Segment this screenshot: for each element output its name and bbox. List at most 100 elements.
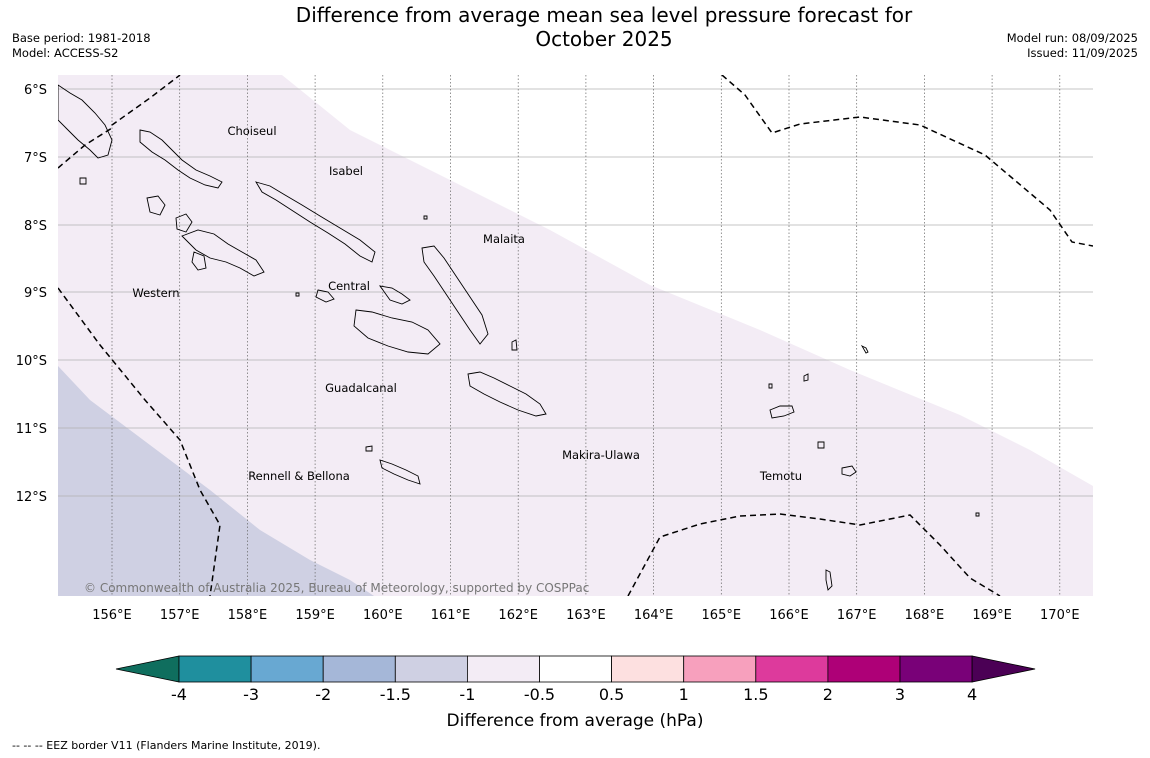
lon-label: 161°E — [431, 608, 471, 623]
region-labels: Choiseul Isabel Malaita Western Central Guada… — [132, 124, 802, 483]
eez-borders — [58, 75, 1093, 596]
lon-label: 159°E — [295, 608, 335, 623]
colorbar-tick-label: -2 — [315, 685, 331, 704]
lon-label: 165°E — [702, 608, 742, 623]
colorbar-segment — [755, 655, 829, 683]
lat-label: 7°S — [24, 151, 47, 166]
island-duff — [860, 344, 869, 354]
island-guadalcanal — [353, 309, 441, 355]
island-vella-lavella — [146, 195, 166, 216]
coastlines — [58, 84, 980, 591]
island-isabel — [255, 181, 376, 263]
colorbar-extend-low — [115, 655, 180, 683]
island-bellona — [365, 445, 373, 452]
lon-label: 156°E — [92, 608, 132, 623]
island-russell — [315, 289, 335, 303]
region-label: Central — [328, 279, 370, 293]
lat-label: 11°S — [16, 422, 47, 437]
lon-label: 164°E — [634, 608, 674, 623]
lon-label: 157°E — [160, 608, 200, 623]
colorbar-segment — [899, 655, 973, 683]
lon-label: 162°E — [498, 608, 538, 623]
colorbar-tick-label: -0.5 — [524, 685, 555, 704]
colorbar-segment — [683, 655, 757, 683]
colorbar-segment — [394, 655, 468, 683]
lon-label: 168°E — [905, 608, 945, 623]
colorbar-segment — [322, 655, 396, 683]
lon-label: 160°E — [363, 608, 403, 623]
model-run: Model run: 08/09/2025 — [1006, 31, 1138, 45]
colorbar-title: Difference from average (hPa) — [447, 711, 704, 731]
lon-label: 158°E — [228, 608, 268, 623]
lon-label: 170°E — [1040, 608, 1080, 623]
colorbar-tick-label: -1 — [459, 685, 475, 704]
island-small-4 — [768, 383, 773, 389]
lat-label: 9°S — [24, 286, 47, 301]
colorbar-segment — [827, 655, 901, 683]
island-reef-islands — [803, 373, 809, 382]
meta-right: Model run: 08/09/2025 Issued: 11/09/2025 — [1007, 31, 1138, 61]
lon-label: 167°E — [837, 608, 877, 623]
model-name: Model: ACCESS-S2 — [12, 46, 119, 60]
island-small-2 — [423, 215, 428, 220]
issued-date: Issued: 11/09/2025 — [1027, 46, 1138, 60]
region-label: Makira-Ulawa — [562, 448, 640, 462]
longitude-labels: 156°E 157°E 158°E 159°E 160°E 161°E 162°E 163°E… — [92, 608, 1079, 623]
meta-left: Base period: 1981-2018 Model: ACCESS-S2 — [12, 31, 151, 61]
island-kolombangara — [175, 213, 193, 233]
island-anuta — [825, 569, 833, 591]
base-period: Base period: 1981-2018 — [12, 31, 151, 45]
region-label: Rennell & Bellona — [248, 469, 350, 483]
colorbar-tick-label: 1.5 — [743, 685, 768, 704]
colorbar-segment — [611, 655, 685, 683]
eez-border-north — [58, 75, 181, 169]
region-label: Choiseul — [227, 124, 276, 138]
colorbar-tick-label: -1.5 — [380, 685, 411, 704]
region-label: Guadalcanal — [325, 381, 397, 395]
region-label: Isabel — [329, 164, 363, 178]
lat-label: 12°S — [16, 490, 47, 505]
lon-label: 163°E — [566, 608, 606, 623]
eez-border-west — [58, 287, 221, 596]
colorbar-tick-label: 4 — [967, 685, 977, 704]
lat-label: 6°S — [24, 83, 47, 98]
island-vanikoro — [841, 465, 857, 477]
island-choiseul — [139, 129, 223, 189]
colorbar-tick-label: -4 — [171, 685, 187, 704]
colorbar-tick-label: 3 — [895, 685, 905, 704]
footnote: -- -- -- EEZ border V11 (Flanders Marine… — [12, 739, 321, 752]
island-makira — [467, 371, 547, 417]
island-santa-cruz — [769, 405, 795, 419]
copyright-text: © Commonwealth of Australia 2025, Bureau… — [84, 581, 589, 595]
island-florida — [379, 285, 411, 305]
eez-border-northeast — [721, 75, 1093, 247]
colorbar: -4 -3 -2 -1.5 -1 -0.5 0.5 1 1.5 2 3 4 — [115, 655, 1036, 704]
lon-label: 166°E — [769, 608, 809, 623]
map-area: © Commonwealth of Australia 2025, Bureau… — [58, 75, 1093, 596]
colorbar-tick-label: 2 — [823, 685, 833, 704]
lat-label: 8°S — [24, 219, 47, 234]
anomaly-band-minus-1-to-minus-1-5 — [58, 366, 374, 596]
colorbar-extend-high — [971, 655, 1036, 683]
lat-label: 10°S — [16, 354, 47, 369]
island-malaita — [421, 245, 489, 345]
map-figure: © Commonwealth of Australia 2025, Bureau… — [16, 75, 1093, 731]
colorbar-tick-label: -3 — [243, 685, 259, 704]
island-rendova — [191, 251, 207, 271]
map-title: Difference from average mean sea level p… — [230, 3, 978, 51]
latitude-labels: 6°S 7°S 8°S 9°S 10°S 11°S 12°S — [16, 83, 47, 505]
title-line-1: Difference from average mean sea level p… — [295, 3, 913, 27]
island-utupua — [817, 441, 825, 449]
colorbar-segment — [539, 655, 612, 683]
lon-label: 169°E — [972, 608, 1012, 623]
island-bougainville — [58, 84, 113, 159]
island-small-malaita — [511, 339, 518, 351]
eez-border-south — [627, 513, 1001, 596]
region-label: Western — [132, 286, 179, 300]
region-label: Malaita — [483, 232, 525, 246]
colorbar-segment — [178, 655, 252, 683]
island-rennell — [379, 459, 421, 485]
graticule — [58, 75, 1093, 596]
colorbar-segment — [250, 655, 324, 683]
colorbar-tick-label: 0.5 — [599, 685, 624, 704]
